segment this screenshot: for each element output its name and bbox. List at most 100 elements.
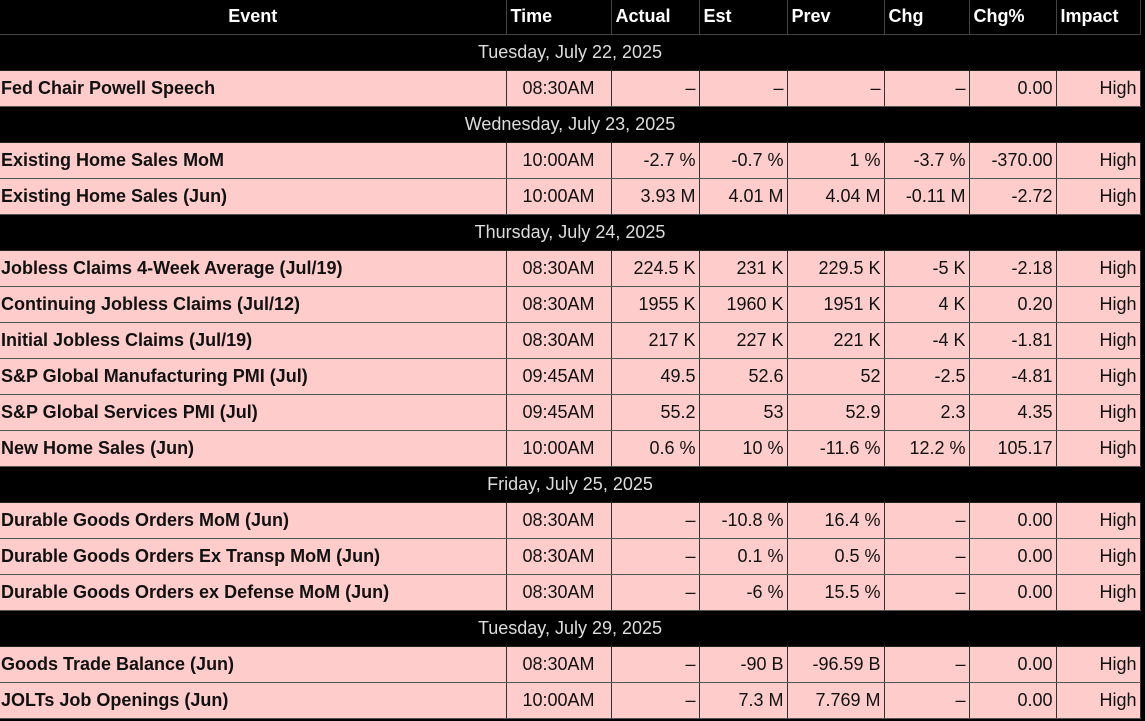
cell-actual: 3.93 M (611, 178, 700, 215)
cell-impact: High (1056, 646, 1141, 683)
cell-impact: High (1056, 430, 1141, 467)
cell-chgpct: 0.00 (969, 646, 1057, 683)
date-group-label: Wednesday, July 23, 2025 (0, 106, 1140, 143)
cell-event: S&P Global Manufacturing PMI (Jul) (0, 358, 507, 395)
cell-chgpct: 0.20 (969, 286, 1057, 323)
date-group-row: Tuesday, July 22, 2025 (0, 34, 1140, 71)
table-row[interactable]: Goods Trade Balance (Jun) 08:30AM – -90 B -9… (0, 646, 1141, 683)
cell-est: -6 % (699, 574, 788, 611)
cell-event: Goods Trade Balance (Jun) (0, 646, 507, 683)
cell-chgpct: 0.00 (969, 682, 1057, 719)
date-group-row: Wednesday, July 23, 2025 (0, 106, 1140, 143)
cell-chgpct: -370.00 (969, 142, 1057, 179)
column-header-est[interactable]: Est (699, 0, 788, 35)
table-row[interactable]: Continuing Jobless Claims (Jul/12) 08:30A… (0, 286, 1141, 323)
cell-event: Durable Goods Orders Ex Transp MoM (Jun) (0, 538, 507, 575)
cell-est: -10.8 % (699, 502, 788, 539)
column-header-impact[interactable]: Impact (1056, 0, 1141, 35)
date-group-row: Friday, July 25, 2025 (0, 466, 1140, 503)
cell-prev: 52 (787, 358, 885, 395)
table-row[interactable]: Jobless Claims 4-Week Average (Jul/19) 08… (0, 250, 1141, 287)
cell-est: 0.1 % (699, 538, 788, 575)
cell-prev: -11.6 % (787, 430, 885, 467)
cell-impact: High (1056, 322, 1141, 359)
cell-chgpct: -4.81 (969, 358, 1057, 395)
cell-chgpct: 0.00 (969, 70, 1057, 107)
cell-impact: High (1056, 70, 1141, 107)
cell-chg: -5 K (884, 250, 970, 287)
cell-actual: 224.5 K (611, 250, 700, 287)
date-group-row: Tuesday, July 29, 2025 (0, 610, 1140, 647)
cell-chg: 4 K (884, 286, 970, 323)
cell-event: Durable Goods Orders MoM (Jun) (0, 502, 507, 539)
cell-prev: 4.04 M (787, 178, 885, 215)
cell-actual: – (611, 646, 700, 683)
table-row[interactable]: Fed Chair Powell Speech 08:30AM – – – –0.00 Hi… (0, 70, 1141, 107)
date-group-row: Thursday, July 24, 2025 (0, 214, 1140, 251)
cell-time: 08:30AM (506, 322, 612, 359)
cell-time: 08:30AM (506, 286, 612, 323)
cell-chg: – (884, 682, 970, 719)
cell-chgpct: -2.18 (969, 250, 1057, 287)
cell-chg: – (884, 70, 970, 107)
cell-impact: High (1056, 538, 1141, 575)
cell-prev: – (787, 70, 885, 107)
cell-event: JOLTs Job Openings (Jun) (0, 682, 507, 719)
cell-chgpct: -2.72 (969, 178, 1057, 215)
cell-time: 10:00AM (506, 178, 612, 215)
cell-prev: 7.769 M (787, 682, 885, 719)
table-row[interactable]: Initial Jobless Claims (Jul/19) 08:30AM 21… (0, 322, 1141, 359)
cell-time: 08:30AM (506, 646, 612, 683)
table-row[interactable]: New Home Sales (Jun) 10:00AM 0.6 % 10 % -11.… (0, 430, 1141, 467)
column-header-chgpct[interactable]: Chg% (969, 0, 1057, 35)
column-header-chg[interactable]: Chg (884, 0, 970, 35)
cell-actual: – (611, 538, 700, 575)
cell-prev: 229.5 K (787, 250, 885, 287)
cell-event: S&P Global Services PMI (Jul) (0, 394, 507, 431)
cell-chg: -2.5 (884, 358, 970, 395)
column-header-prev[interactable]: Prev (787, 0, 885, 35)
cell-impact: High (1056, 394, 1141, 431)
cell-time: 09:45AM (506, 394, 612, 431)
cell-chg: – (884, 502, 970, 539)
cell-actual: – (611, 574, 700, 611)
cell-event: Existing Home Sales MoM (0, 142, 507, 179)
column-header-actual[interactable]: Actual (611, 0, 700, 35)
table-row[interactable]: Durable Goods Orders ex Defense MoM (Jun… (0, 574, 1141, 611)
cell-impact: High (1056, 178, 1141, 215)
cell-event: New Home Sales (Jun) (0, 430, 507, 467)
cell-impact: High (1056, 358, 1141, 395)
cell-chgpct: 0.00 (969, 574, 1057, 611)
table-row[interactable]: S&P Global Manufacturing PMI (Jul) 09:45A… (0, 358, 1141, 395)
cell-time: 08:30AM (506, 574, 612, 611)
table-row[interactable]: JOLTs Job Openings (Jun) 10:00AM –7.3 M 7.7… (0, 682, 1141, 719)
cell-event: Initial Jobless Claims (Jul/19) (0, 322, 507, 359)
table-row[interactable]: Existing Home Sales MoM 10:00AM -2.7 % -0.7… (0, 142, 1141, 179)
cell-chgpct: -1.81 (969, 322, 1057, 359)
cell-prev: 15.5 % (787, 574, 885, 611)
table-row[interactable]: Durable Goods Orders MoM (Jun) 08:30AM – -1… (0, 502, 1141, 539)
cell-chg: -4 K (884, 322, 970, 359)
cell-time: 08:30AM (506, 502, 612, 539)
cell-chgpct: 0.00 (969, 538, 1057, 575)
cell-time: 10:00AM (506, 430, 612, 467)
cell-actual: 49.5 (611, 358, 700, 395)
table-row[interactable]: Existing Home Sales (Jun) 10:00AM 3.93 M 4.… (0, 178, 1141, 215)
table-row[interactable]: Durable Goods Orders Ex Transp MoM (Jun)… (0, 538, 1141, 575)
cell-prev: 221 K (787, 322, 885, 359)
cell-time: 08:30AM (506, 538, 612, 575)
cell-est: -0.7 % (699, 142, 788, 179)
cell-impact: High (1056, 250, 1141, 287)
cell-est: -90 B (699, 646, 788, 683)
cell-impact: High (1056, 502, 1141, 539)
cell-impact: High (1056, 142, 1141, 179)
cell-actual: 55.2 (611, 394, 700, 431)
column-header-event[interactable]: Event (0, 0, 507, 35)
cell-prev: 0.5 % (787, 538, 885, 575)
cell-event: Fed Chair Powell Speech (0, 70, 507, 107)
table-row[interactable]: S&P Global Services PMI (Jul) 09:45AM 55.2… (0, 394, 1141, 431)
column-header-time[interactable]: Time (506, 0, 612, 35)
cell-est: – (699, 70, 788, 107)
cell-chg: – (884, 646, 970, 683)
